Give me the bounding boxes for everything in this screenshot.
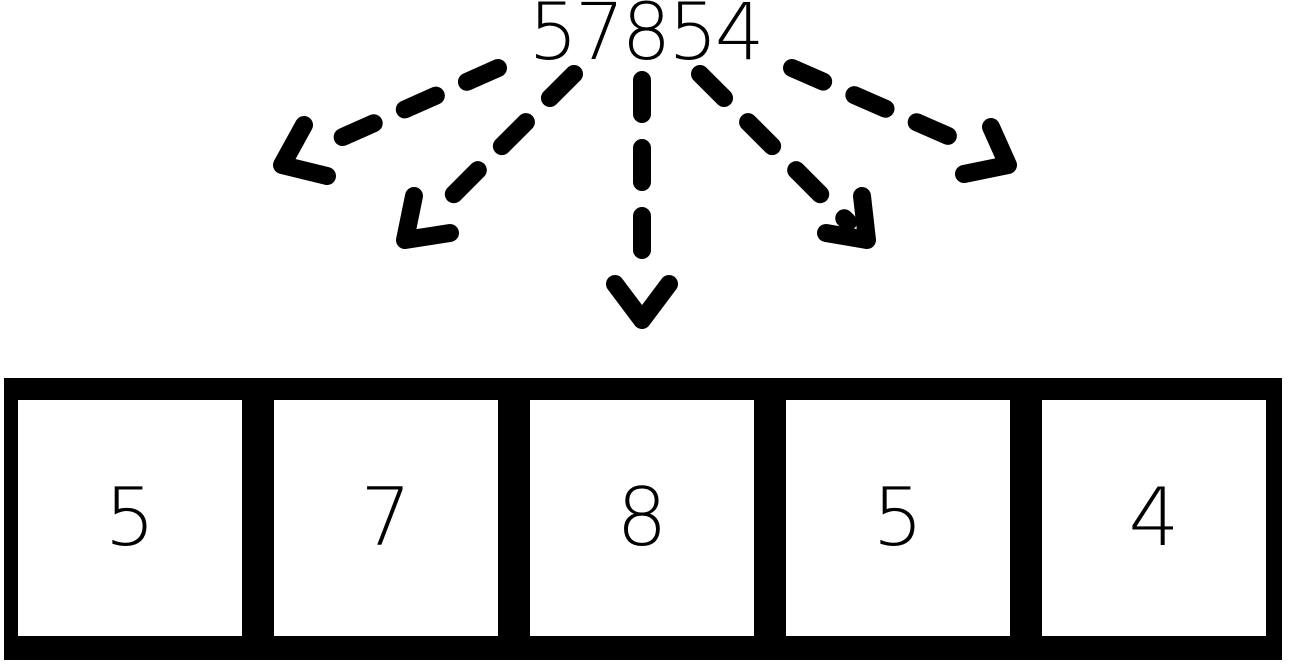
arrow-to-digit-2 — [396, 65, 583, 249]
array-cell: 5 — [18, 400, 242, 636]
array-cell: 8 — [530, 400, 754, 636]
digit-array: 5 7 8 5 4 — [4, 378, 1282, 660]
array-cell: 7 — [274, 400, 498, 636]
array-cell: 4 — [1042, 400, 1266, 636]
array-cell: 5 — [786, 400, 1010, 636]
arrow-to-digit-3 — [606, 71, 678, 329]
cell-digit: 8 — [616, 471, 668, 564]
arrow-to-digit-4 — [691, 65, 876, 249]
cell-digit: 4 — [1128, 471, 1180, 564]
arrow-to-digit-1 — [273, 59, 507, 185]
cell-digit: 7 — [360, 471, 412, 564]
cell-digit: 5 — [104, 471, 156, 564]
source-number: 57854 — [528, 0, 764, 78]
cell-digit: 5 — [872, 471, 924, 564]
arrow-to-digit-5 — [783, 59, 1017, 183]
